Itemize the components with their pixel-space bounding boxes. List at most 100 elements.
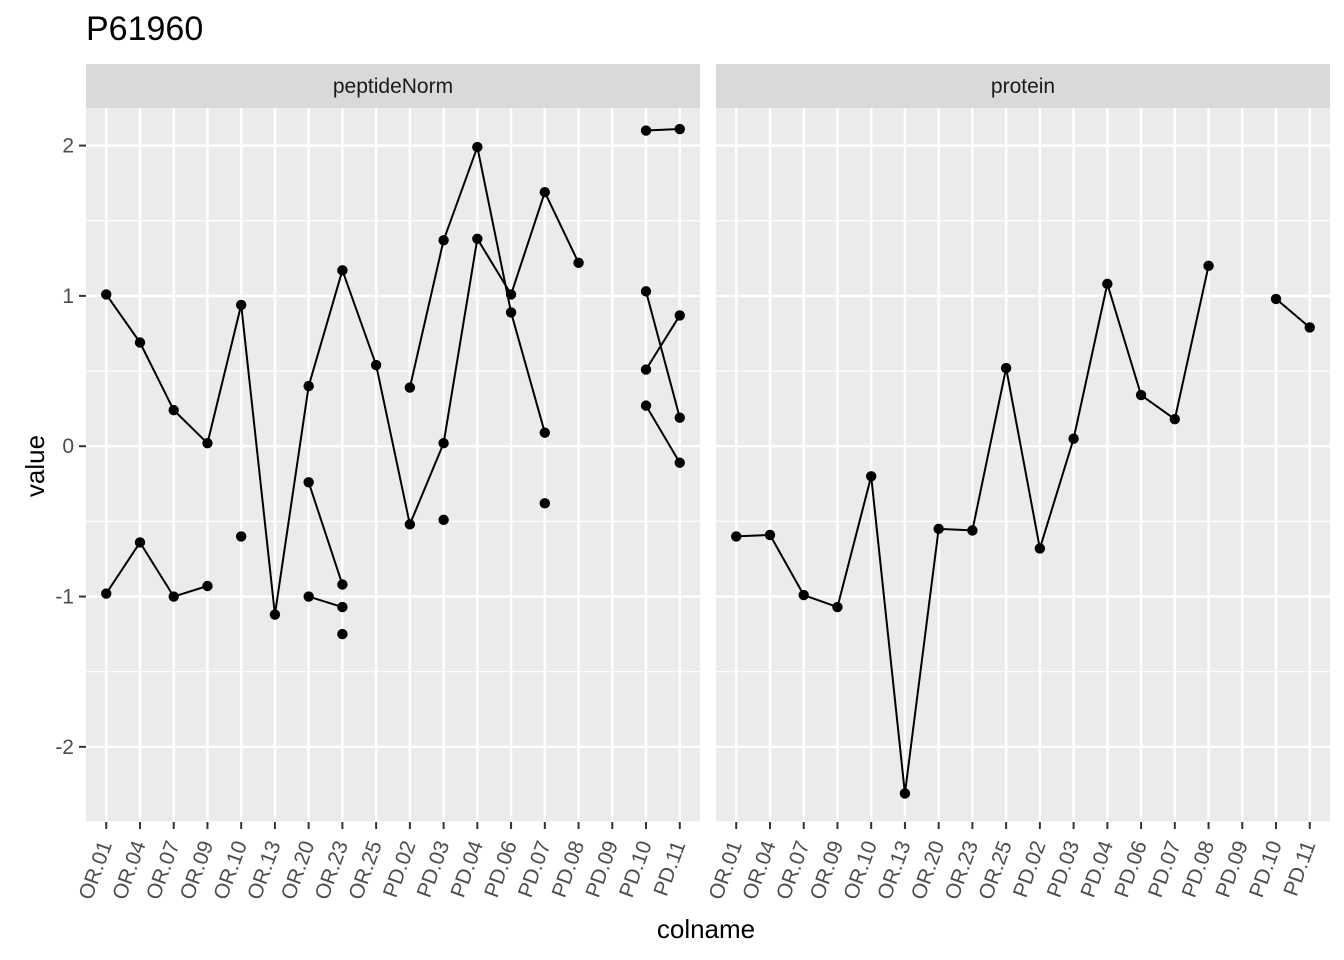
series-line-segment [1038, 438, 1075, 549]
facet-strip-label: protein [991, 75, 1055, 98]
series-line-segment [341, 270, 378, 366]
data-point [235, 299, 247, 311]
panel-peptideNorm: peptideNormOR.01OR.04OR.07OR.09OR.10OR.1… [75, 64, 700, 903]
data-point [832, 601, 843, 613]
data-point [168, 404, 179, 416]
data-point [235, 531, 247, 542]
data-point [337, 628, 348, 640]
series-line-segment [510, 312, 546, 433]
series-4 [337, 123, 685, 640]
series-line-segment [1173, 265, 1210, 420]
y-tick-label: -1 [55, 586, 74, 609]
y-tick-label: 0 [62, 435, 74, 458]
series-line-segment [240, 304, 276, 615]
data-point [337, 579, 348, 590]
data-point [1169, 413, 1181, 425]
data-point [865, 471, 877, 482]
data-point [539, 427, 551, 438]
x-axis-title: colname [657, 914, 755, 944]
series-line-segment [442, 146, 479, 241]
series-line-segment [1005, 367, 1041, 549]
data-point [967, 525, 978, 536]
y-tick-label: 1 [62, 285, 74, 308]
series-line-segment [476, 146, 513, 313]
data-point [1000, 362, 1012, 374]
series-line-segment [408, 442, 445, 525]
series-line-segment [836, 476, 873, 608]
facet-strip-label: peptideNorm [333, 75, 453, 98]
data-point [1068, 433, 1079, 444]
data-point [899, 788, 911, 799]
series-2 [101, 141, 685, 602]
y-tick-label: 2 [62, 135, 74, 158]
series-line-segment [736, 533, 771, 538]
data-point [101, 289, 112, 300]
series-line-segment [1106, 283, 1143, 396]
data-point [168, 591, 179, 602]
facet-strip [86, 64, 700, 108]
data-point [573, 257, 584, 269]
series-line-segment [173, 585, 208, 598]
data-point [539, 186, 551, 198]
data-point [438, 438, 449, 449]
series-line-segment [903, 528, 940, 794]
data-point [472, 233, 483, 244]
series-line-segment [543, 191, 580, 264]
series-line-segment [645, 314, 681, 371]
data-point [798, 589, 809, 601]
panel-background [86, 108, 700, 822]
data-point [674, 310, 685, 321]
data-point [202, 580, 213, 592]
panel-protein: proteinOR.01OR.04OR.07OR.09OR.10OR.13OR.… [705, 64, 1330, 903]
series-line-segment [645, 291, 681, 418]
data-point [764, 529, 776, 541]
series-line-segment [769, 534, 805, 596]
series-line-segment [375, 364, 411, 525]
data-point [640, 400, 652, 411]
y-tick-label: -2 [55, 736, 74, 759]
data-point [640, 364, 652, 375]
data-point [1270, 293, 1282, 305]
data-point [134, 537, 146, 548]
data-point [539, 498, 551, 509]
data-point [1034, 543, 1046, 554]
data-point [674, 123, 685, 135]
data-point [1102, 278, 1113, 290]
data-point [674, 412, 685, 423]
data-point [438, 514, 449, 526]
data-point [1135, 389, 1147, 401]
series-line-segment [645, 128, 680, 132]
series-line-segment [173, 409, 209, 444]
series-line-segment [105, 293, 141, 344]
series-line-segment [408, 240, 445, 388]
panels: peptideNormOR.01OR.04OR.07OR.09OR.10OR.1… [75, 64, 1330, 903]
series-line-segment [510, 191, 546, 295]
series-line-segment [139, 342, 175, 411]
data-point [269, 609, 281, 620]
series-line-segment [273, 385, 310, 615]
series-line-segment [307, 270, 344, 387]
series-line-segment [1140, 394, 1176, 420]
series-1 [101, 186, 685, 620]
data-point [640, 125, 652, 136]
data-point [303, 380, 314, 392]
data-point [505, 307, 517, 318]
data-point [337, 265, 348, 276]
facet-strip [716, 64, 1330, 108]
series-3 [235, 400, 685, 613]
series-line-segment [645, 405, 681, 464]
series-line-segment [938, 527, 973, 532]
series-line-segment [1072, 283, 1109, 439]
series-line-segment [206, 304, 243, 444]
data-point [438, 235, 449, 246]
series-1 [731, 260, 1315, 799]
data-point [404, 382, 416, 393]
series-line-segment [803, 594, 838, 608]
y-axis: -2 -1 0 1 2 [55, 135, 86, 759]
panel-background [716, 108, 1330, 822]
series-line-segment [971, 367, 1008, 531]
series-line-segment [139, 541, 175, 598]
data-point [640, 286, 652, 297]
y-axis-title: value [20, 435, 50, 497]
